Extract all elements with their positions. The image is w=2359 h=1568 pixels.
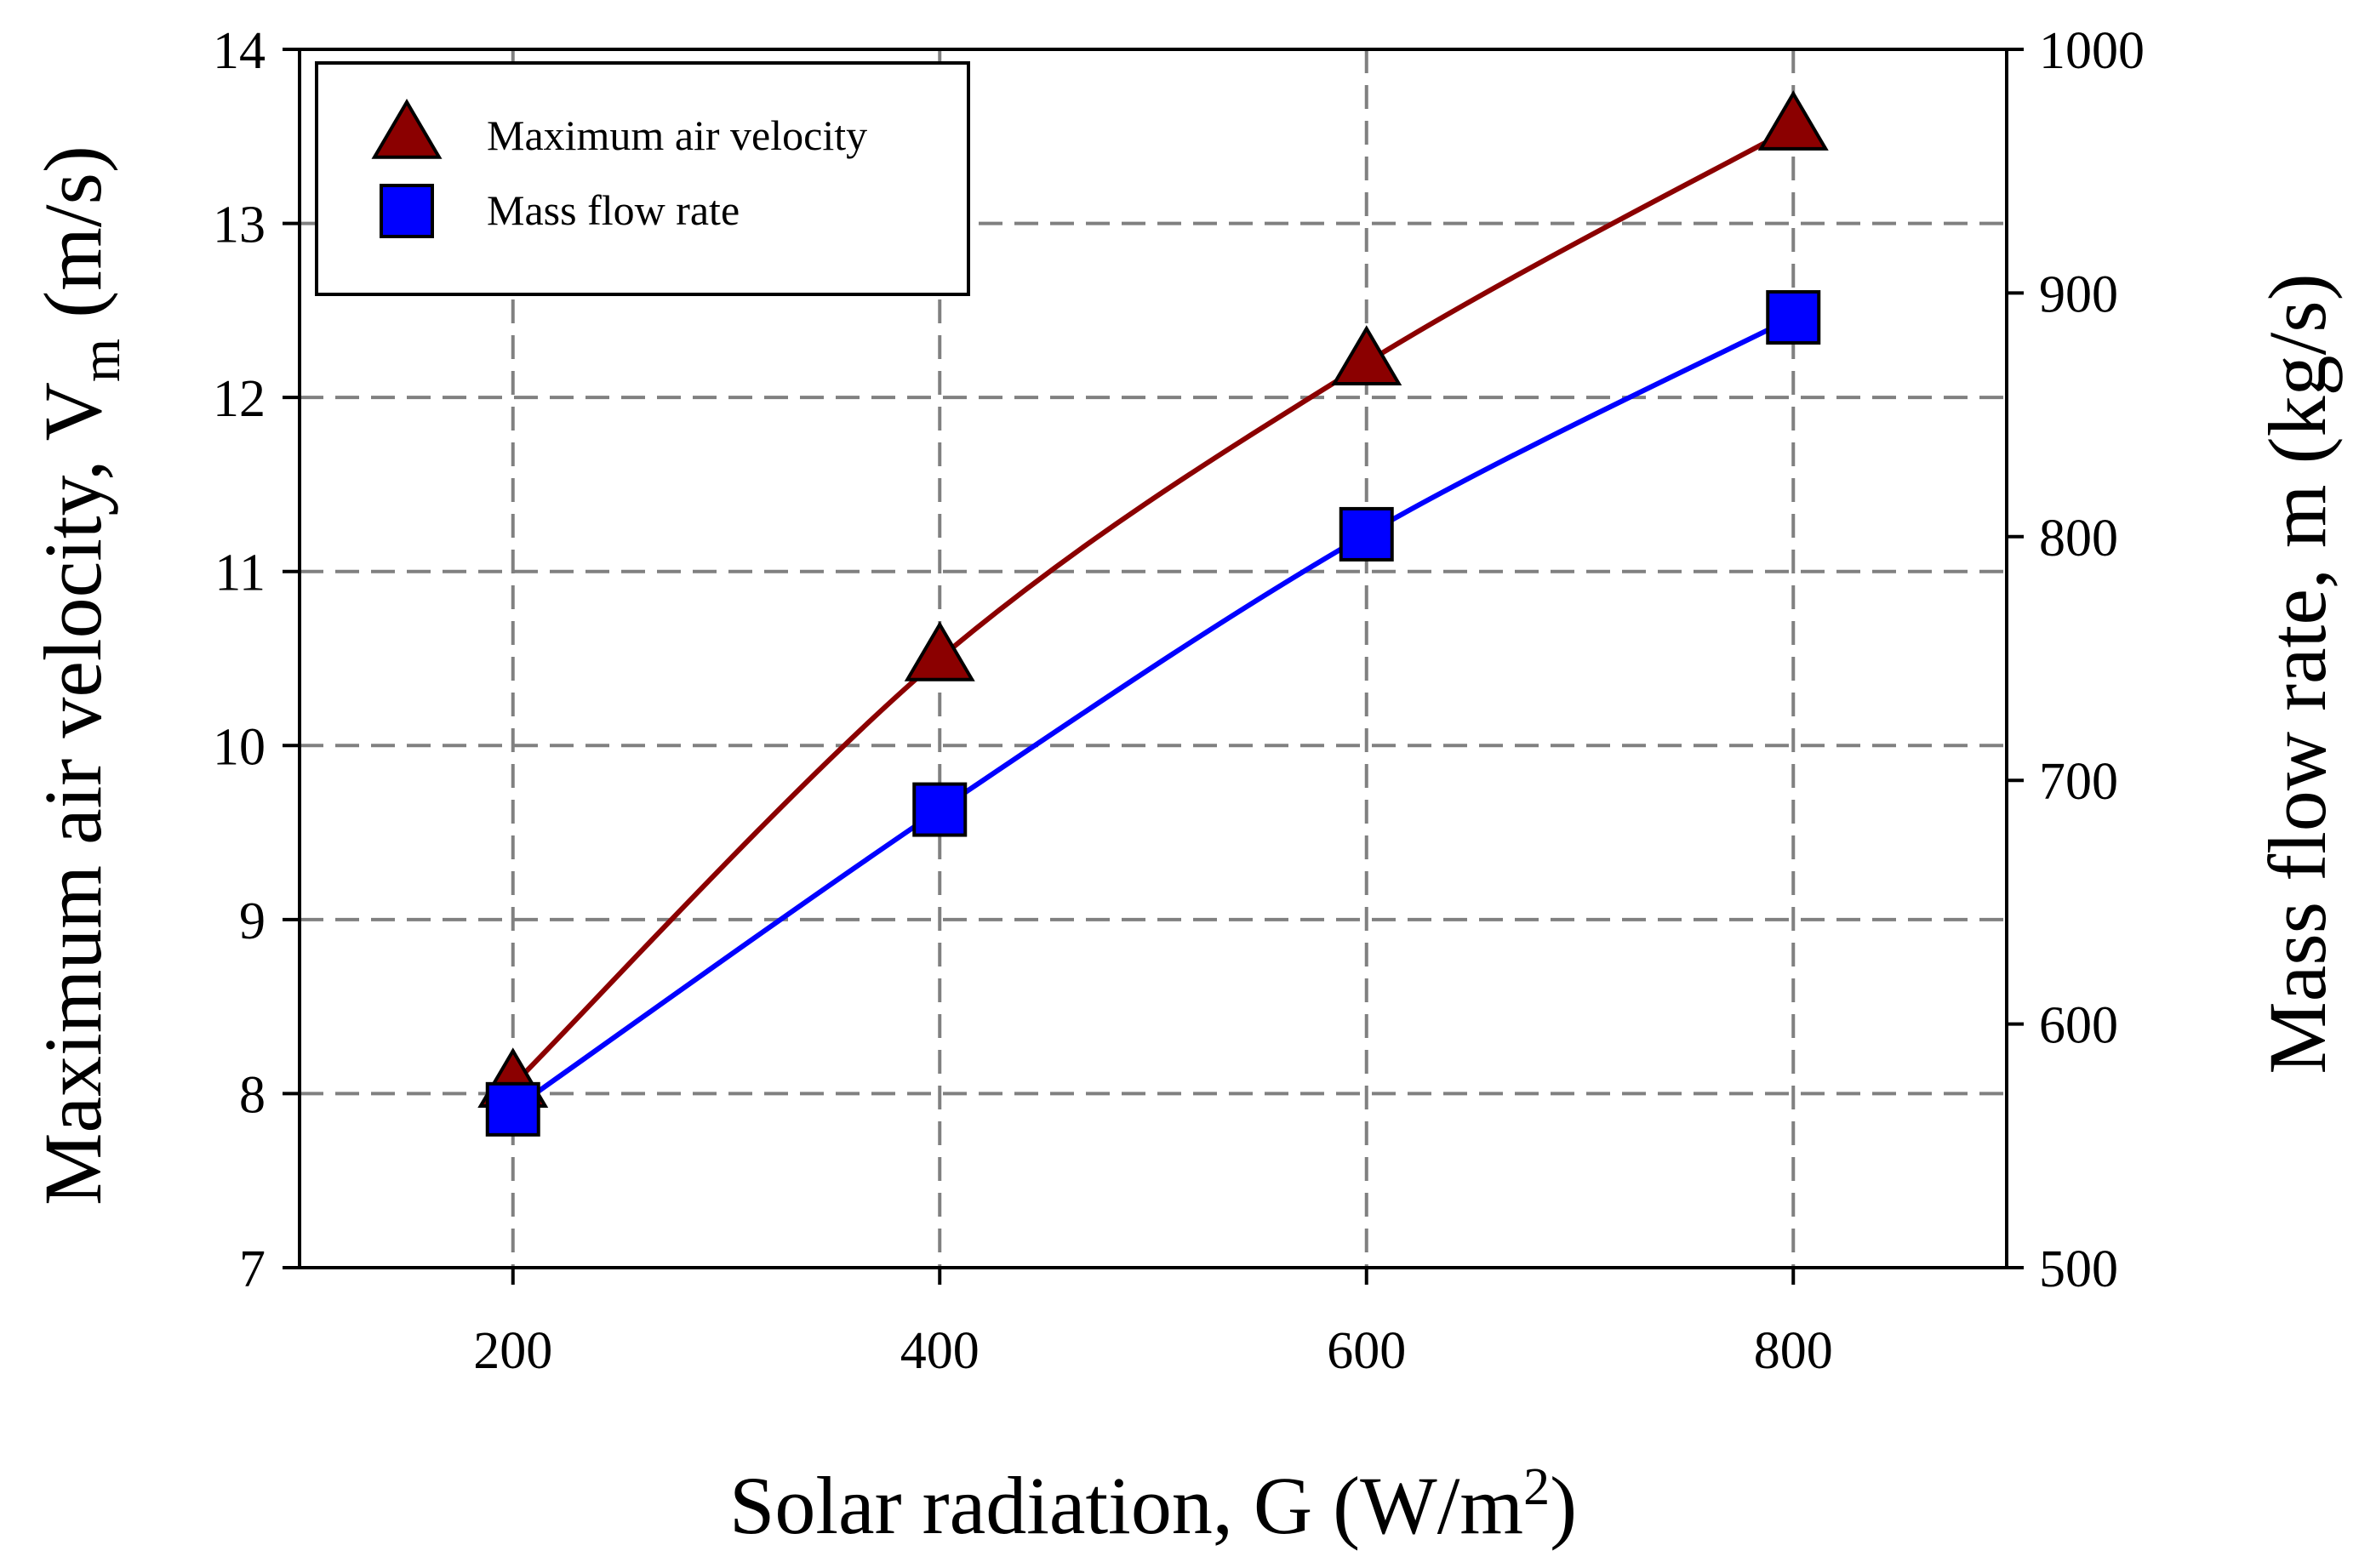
- y-left-tick-label: 7: [239, 1240, 266, 1298]
- legend-box: [315, 61, 970, 296]
- y-right-tick-label: 1000: [2039, 22, 2145, 80]
- legend-marker: [371, 99, 443, 159]
- x-tick-label: 600: [1327, 1322, 1406, 1380]
- y-left-axis-title-sub: m: [70, 339, 132, 382]
- mass-flow-point: [912, 782, 968, 837]
- x-axis-title-end: ): [1550, 1460, 1577, 1551]
- velocity-point: [1757, 90, 1829, 151]
- x-axis-title-sup: 2: [1523, 1458, 1550, 1516]
- mass-flow-point: [485, 1081, 540, 1137]
- y-right-axis-title: Mass flow rate, m (kg/s): [2252, 273, 2343, 1074]
- series-markers: [477, 90, 1829, 1137]
- axes: 200 400 600 800 7 8 9 10 11 12 13 14 500 600 700 800 900…: [213, 22, 2145, 1380]
- velocity-point: [1331, 325, 1402, 386]
- x-tick-label: 400: [900, 1322, 980, 1380]
- y-right-tick-label: 600: [2039, 997, 2118, 1055]
- mass-flow-point: [1339, 506, 1394, 562]
- y-left-axis-title-main: Maximum air velocity, V: [27, 382, 118, 1206]
- y-left-tick-label: 13: [213, 197, 266, 254]
- y-left-tick-label: 10: [213, 718, 266, 776]
- series-line-maximum-air-velocity: [511, 125, 1795, 1087]
- legend-marker: [380, 184, 434, 238]
- x-axis-title: Solar radiation, G (W/m2): [729, 1458, 1577, 1551]
- y-left-tick-label: 8: [239, 1066, 266, 1124]
- mass-flow-point: [1766, 290, 1821, 345]
- y-left-axis-title: Maximum air velocity, Vm (m/s): [27, 145, 132, 1206]
- y-right-tick-label: 900: [2039, 265, 2118, 323]
- y-right-tick-label: 700: [2039, 753, 2118, 811]
- y-left-tick-label: 14: [213, 22, 266, 80]
- legend-label: Maximum air velocity: [487, 111, 867, 159]
- y-left-axis-title-end: (m/s): [27, 145, 118, 339]
- velocity-point: [904, 621, 975, 681]
- x-tick-label: 800: [1754, 1322, 1833, 1380]
- x-axis-title-main: Solar radiation, G (W/m: [729, 1460, 1523, 1551]
- y-left-tick-label: 11: [214, 545, 266, 602]
- y-left-tick-label: 12: [213, 370, 266, 428]
- y-right-tick-label: 800: [2039, 510, 2118, 567]
- series-line-mass-flow-rate: [511, 315, 1795, 1112]
- x-tick-label: 200: [473, 1322, 552, 1380]
- axis-titles: Solar radiation, G (W/m2) Maximum air vel…: [27, 145, 2343, 1551]
- series-lines: [511, 125, 1795, 1112]
- y-right-tick-label: 500: [2039, 1240, 2118, 1298]
- legend: Maximum air velocity Mass flow rate: [315, 61, 970, 296]
- legend-label: Mass flow rate: [487, 186, 740, 234]
- y-left-tick-label: 9: [239, 892, 266, 950]
